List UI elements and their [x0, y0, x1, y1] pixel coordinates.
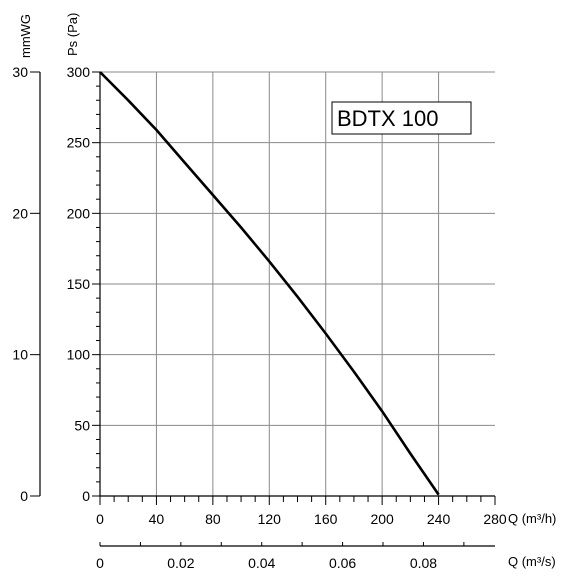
y-tick-label: 300 — [67, 64, 91, 80]
series-layer — [99, 71, 440, 496]
x2-tick-label: 0.08 — [410, 555, 437, 571]
y-tick-label: 0 — [82, 488, 90, 504]
x-tick-label: 120 — [258, 511, 282, 527]
x2-tick-label: 0.06 — [329, 555, 356, 571]
pressure-curve-line — [99, 71, 440, 496]
grid-lines — [100, 71, 495, 496]
model-label-box: BDTX 100 — [331, 101, 472, 135]
x2-tick-label: 0.02 — [167, 555, 194, 571]
x-tick-label: 40 — [149, 511, 165, 527]
x-tick-label: 160 — [314, 511, 338, 527]
x-tick-label: 200 — [370, 511, 394, 527]
y2-tick-label: 30 — [12, 64, 28, 80]
x-axis-title: Q (m³/h) — [508, 511, 556, 526]
x2-axis-title: Q (m³/s) — [508, 554, 556, 569]
x-tick-label: 80 — [205, 511, 221, 527]
model-label: BDTX 100 — [337, 106, 439, 131]
x2-tick-label: 0 — [96, 555, 104, 571]
y-tick-label: 150 — [67, 276, 91, 292]
y-tick-label: 100 — [67, 347, 91, 363]
x-tick-label: 240 — [427, 511, 451, 527]
x-tick-label: 0 — [96, 511, 104, 527]
x-tick-label: 280 — [483, 511, 507, 527]
x2-tick-label: 0.04 — [248, 555, 275, 571]
tick-marks — [30, 71, 496, 546]
y-tick-label: 200 — [67, 205, 91, 221]
model-label-frame — [331, 101, 472, 135]
y-axis-title: Ps (Pa) — [65, 13, 80, 56]
y2-tick-label: 10 — [12, 347, 28, 363]
y2-tick-label: 0 — [20, 488, 28, 504]
y-tick-label: 50 — [74, 417, 90, 433]
y-tick-label: 250 — [67, 135, 91, 151]
y2-axis-title: mmWG — [18, 14, 33, 58]
y2-tick-label: 20 — [12, 205, 28, 221]
